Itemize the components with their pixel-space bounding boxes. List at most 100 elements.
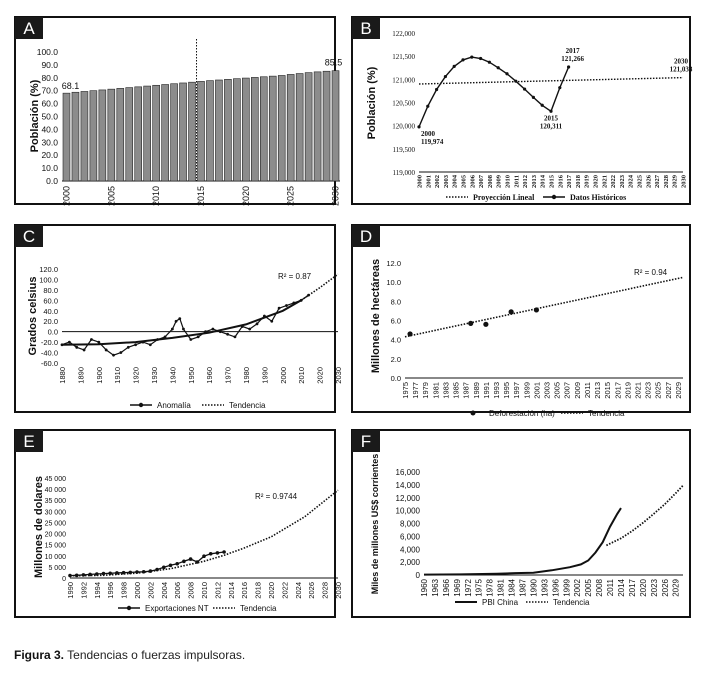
bar <box>313 71 322 182</box>
series-line <box>423 507 622 576</box>
y-axis-label: Miles de millones US$ corrientes <box>370 454 380 595</box>
x-tick-label: 2016 <box>240 582 249 599</box>
x-tick-label: 2005 <box>553 382 562 399</box>
x-tick-label: 2026 <box>645 174 652 188</box>
data-point <box>135 570 139 574</box>
data-point <box>479 56 483 61</box>
data-point <box>540 103 544 107</box>
x-tick-label: 1994 <box>93 582 102 599</box>
data-point <box>141 569 146 574</box>
y-tick-label: -40.0 <box>41 349 58 358</box>
bar <box>295 73 304 182</box>
x-tick-label: 1890 <box>76 367 85 384</box>
y-tick-label: 120.0 <box>39 265 58 274</box>
panel-letter: D <box>360 227 372 246</box>
y-tick-label: 20 000 <box>45 532 67 539</box>
x-tick-label: 2020 <box>267 582 276 599</box>
y-tick-label: 80.0 <box>41 73 58 83</box>
x-tick-label: 2014 <box>540 174 547 188</box>
annotation-value: 121,038 <box>670 66 693 74</box>
x-tick-label: 1910 <box>113 367 122 384</box>
y-tick-label: 119,500 <box>393 146 416 154</box>
figure-caption: Figura 3. Tendencias o fuerzas impulsora… <box>14 648 245 662</box>
x-tick-label: 2010 <box>200 582 209 599</box>
data-point <box>74 573 79 578</box>
bar <box>331 70 340 182</box>
y-tick-label: 10.0 <box>41 163 58 173</box>
x-tick-label: 2003 <box>543 382 552 399</box>
x-tick-label: 1969 <box>453 578 462 596</box>
data-point <box>81 573 86 577</box>
x-tick-label: 2005 <box>106 186 116 206</box>
y-tick-label: 119,000 <box>393 169 416 177</box>
legend-swatch-marker <box>138 402 144 408</box>
panel-letter-box <box>352 17 380 39</box>
x-tick-label: 1975 <box>401 382 410 399</box>
x-tick-label: 2025 <box>637 174 644 188</box>
trend-line <box>606 484 684 547</box>
data-point <box>162 565 166 570</box>
x-tick-label: 1975 <box>475 578 484 596</box>
bar <box>143 85 151 182</box>
data-point <box>178 317 182 321</box>
x-tick-label: 1963 <box>431 578 440 596</box>
data-point <box>435 87 439 92</box>
x-tick-label: 1981 <box>431 382 440 399</box>
data-point <box>443 74 447 79</box>
bar <box>71 91 80 182</box>
panel-frame <box>351 224 691 413</box>
data-point <box>233 335 237 339</box>
bar <box>89 90 98 182</box>
y-tick-label: 35 000 <box>45 498 67 505</box>
x-tick-label: 2019 <box>584 174 591 188</box>
x-tick-label: 1987 <box>462 382 471 399</box>
data-point <box>163 335 167 339</box>
x-tick-label: 2009 <box>496 174 503 188</box>
data-point <box>126 345 130 349</box>
x-tick-label: 2030 <box>334 582 343 599</box>
x-tick-label: 2019 <box>623 382 632 399</box>
panel-letter: A <box>23 19 35 38</box>
y-tick-label: 20.0 <box>43 317 58 326</box>
data-point <box>95 572 99 576</box>
data-point <box>222 550 226 554</box>
x-tick-label: 1940 <box>168 367 177 384</box>
x-tick-label: 2027 <box>664 382 673 399</box>
y-tick-label: 80.0 <box>43 286 58 295</box>
y-tick-label: 40.0 <box>41 124 58 134</box>
data-point <box>88 572 92 577</box>
legend-label: Proyección Lineal <box>473 193 535 202</box>
y-tick-label: 2.0 <box>391 355 401 364</box>
panel-letter-box <box>15 17 43 39</box>
y-tick-label: 16,000 <box>396 468 421 477</box>
legend-label: Anomalía <box>157 401 191 410</box>
y-tick-label: 10 000 <box>45 554 67 561</box>
y-axis-label: Población (%) <box>366 66 378 139</box>
data-point <box>115 571 119 575</box>
x-tick-label: 2017 <box>628 578 637 596</box>
x-tick-label: 2022 <box>280 582 289 599</box>
data-point <box>189 338 193 341</box>
x-tick-label: 2030 <box>331 186 341 206</box>
x-tick-label: 1993 <box>540 578 549 596</box>
x-tick-label: 1985 <box>452 382 461 399</box>
x-tick-label: 2007 <box>478 174 485 188</box>
x-tick-label: 1970 <box>224 367 233 384</box>
y-tick-label: 10,000 <box>396 507 421 516</box>
x-tick-label: 2015 <box>603 382 612 399</box>
data-point <box>174 319 178 323</box>
series-line <box>418 56 570 128</box>
data-point <box>407 331 413 337</box>
legend-label: Tendencia <box>553 598 590 607</box>
x-tick-label: 2000 <box>133 582 142 599</box>
y-tick-label: 2,000 <box>400 558 421 567</box>
x-tick-label: 2005 <box>461 174 468 188</box>
data-point <box>255 322 259 326</box>
x-tick-label: 2029 <box>672 174 679 188</box>
x-tick-label: 1987 <box>518 578 527 596</box>
x-tick-label: 1996 <box>106 582 115 599</box>
x-tick-label: 2013 <box>531 174 538 188</box>
x-tick-label: 1880 <box>58 367 67 384</box>
x-tick-label: 2022 <box>610 175 617 188</box>
